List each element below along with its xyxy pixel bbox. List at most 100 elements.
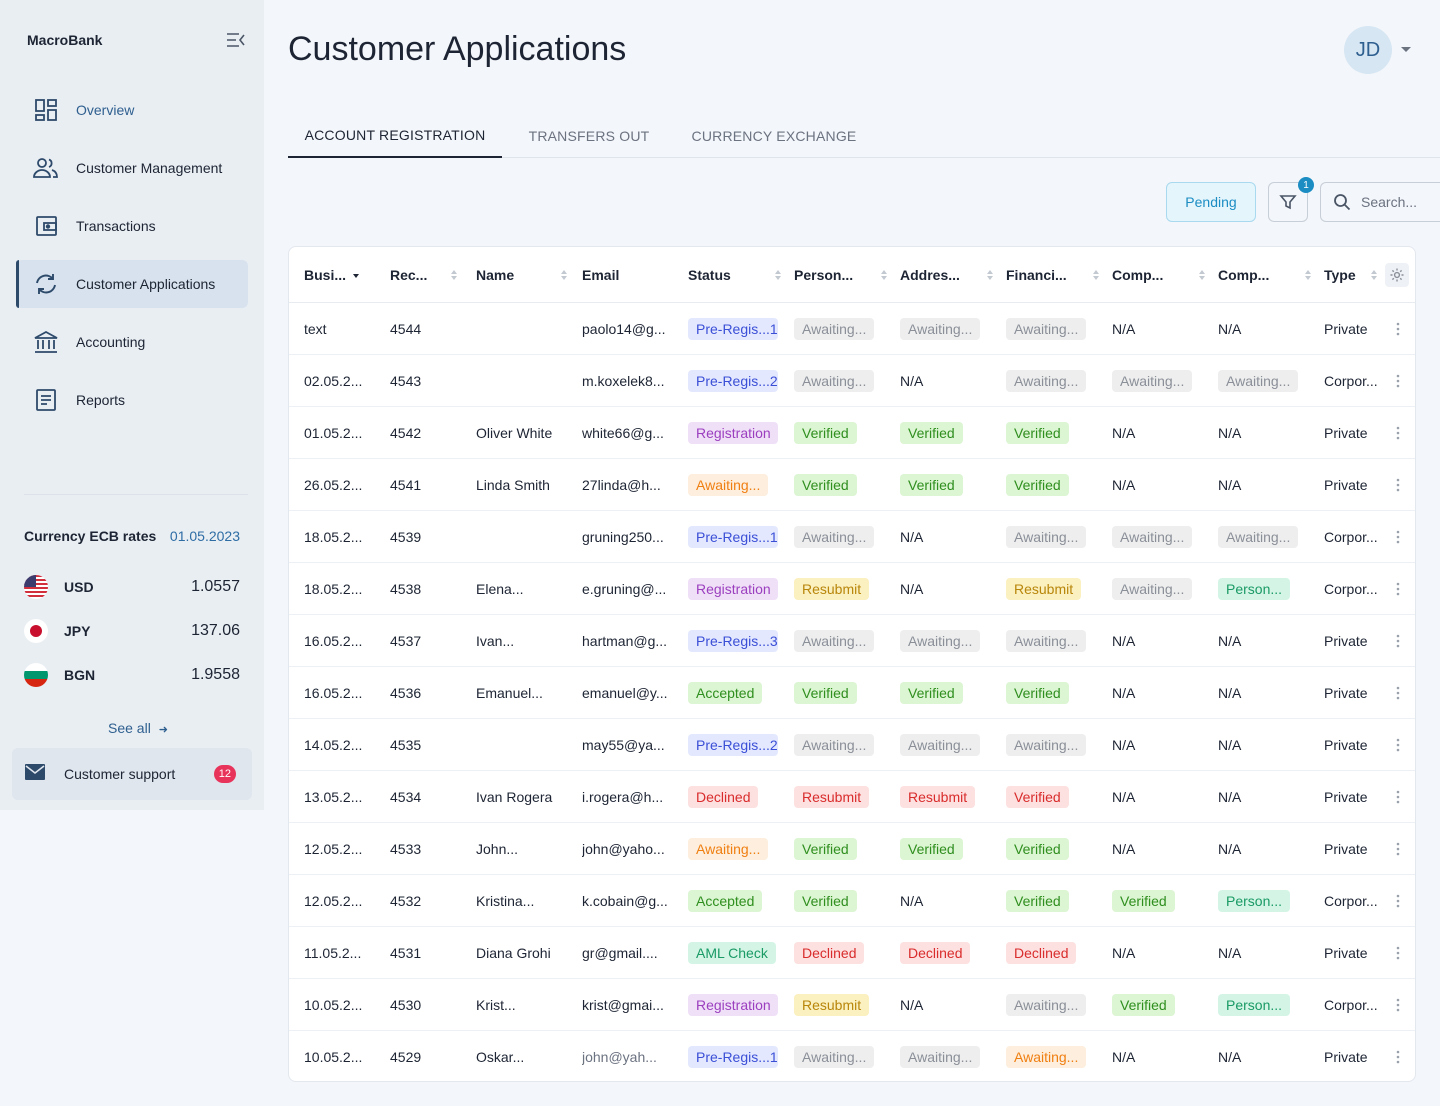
more-options-icon[interactable] — [1393, 529, 1403, 545]
cell-text: Ivan... — [476, 633, 515, 649]
table-row[interactable]: 10.05.2... 4530 Krist... krist@gmai... Regis… — [289, 979, 1415, 1031]
table-row[interactable]: 13.05.2... 4534 Ivan Rogera i.rogera@h... De… — [289, 771, 1415, 823]
sidebar-item-customer-management[interactable]: Customer Management — [16, 144, 248, 192]
sort-icon[interactable] — [880, 269, 888, 281]
cell-status: AML Check — [688, 927, 784, 979]
pending-filter-button[interactable]: Pending — [1166, 182, 1256, 222]
table-row[interactable]: 01.05.2... 4542 Oliver White white66@g... Re… — [289, 407, 1415, 459]
column-header-label: Comp... — [1112, 267, 1164, 283]
chevron-down-icon[interactable] — [1400, 46, 1412, 54]
sort-icon[interactable] — [1198, 269, 1206, 281]
more-options-icon[interactable] — [1393, 581, 1403, 597]
table-row[interactable]: 02.05.2... 4543 m.koxelek8... Pre-Regis...2… — [289, 355, 1415, 407]
table-row[interactable]: 16.05.2... 4536 Emanuel... emanuel@y... Acce… — [289, 667, 1415, 719]
search-input[interactable] — [1361, 194, 1440, 210]
cell-company-check-2: N/A — [1218, 407, 1314, 459]
cell-financial-check: Awaiting... — [1006, 355, 1102, 407]
column-header-financial-check[interactable]: Financi... — [1006, 247, 1102, 303]
more-options-icon[interactable] — [1393, 373, 1403, 389]
table-row[interactable]: 26.05.2... 4541 Linda Smith 27linda@h... Awa… — [289, 459, 1415, 511]
column-header-address-check[interactable]: Addres... — [900, 247, 996, 303]
more-options-icon[interactable] — [1393, 321, 1403, 337]
table-row[interactable]: text 4544 paolo14@g... Pre-Regis...1 Awaitin… — [289, 303, 1415, 355]
collapse-sidebar-icon[interactable] — [226, 31, 246, 49]
table-row[interactable]: 10.05.2... 4529 Oskar... john@yah... Pre-Reg… — [289, 1031, 1415, 1081]
more-options-icon[interactable] — [1393, 893, 1403, 909]
column-header-personal-check[interactable]: Person... — [794, 247, 890, 303]
table-row[interactable]: 14.05.2... 4535 may55@ya... Pre-Regis...2 Aw… — [289, 719, 1415, 771]
sidebar-item-transactions[interactable]: Transactions — [16, 202, 248, 250]
sort-desc-icon[interactable] — [352, 269, 360, 281]
cell-text: 4529 — [390, 1049, 422, 1065]
cell-company-check-1: N/A — [1112, 927, 1208, 979]
more-options-icon[interactable] — [1393, 997, 1403, 1013]
cell-text: 10.05.2... — [304, 997, 363, 1013]
more-options-icon[interactable] — [1393, 841, 1403, 857]
cell-company-check-2: N/A — [1218, 823, 1314, 875]
more-options-icon[interactable] — [1393, 1049, 1403, 1065]
cell-type: Private — [1324, 407, 1380, 459]
sort-icon[interactable] — [450, 269, 458, 281]
column-header-type[interactable]: Type — [1324, 247, 1380, 303]
cell-address-check: Verified — [900, 667, 996, 719]
table-row[interactable]: 16.05.2... 4537 Ivan... hartman@g... Pre-Reg… — [289, 615, 1415, 667]
cell-record-id: 4539 — [390, 511, 460, 563]
more-options-icon[interactable] — [1393, 789, 1403, 805]
column-header-record-id[interactable]: Rec... — [390, 247, 460, 303]
column-header-company-check-2[interactable]: Comp... — [1218, 247, 1314, 303]
table-row[interactable]: 18.05.2... 4538 Elena... e.gruning@... Regis… — [289, 563, 1415, 615]
customer-support-label: Customer support — [64, 766, 176, 782]
more-options-icon[interactable] — [1393, 477, 1403, 493]
sort-icon[interactable] — [774, 269, 782, 281]
customer-support-button[interactable]: Customer support 12 — [12, 748, 252, 800]
cell-name: Diana Grohi — [476, 927, 570, 979]
column-header-email[interactable]: Email — [582, 247, 674, 303]
table-row[interactable]: 12.05.2... 4533 John... john@yaho... Awaitin… — [289, 823, 1415, 875]
status-badge: Resubmit — [1006, 578, 1082, 600]
cell-text: N/A — [900, 373, 924, 389]
table-settings-button[interactable] — [1385, 263, 1409, 287]
table-row[interactable]: 18.05.2... 4539 gruning250... Pre-Regis...1… — [289, 511, 1415, 563]
status-badge: Pre-Regis...2 — [688, 734, 778, 756]
column-header-company-check-1[interactable]: Comp... — [1112, 247, 1208, 303]
more-options-icon[interactable] — [1393, 685, 1403, 701]
column-header-label: Busi... — [304, 267, 347, 283]
column-header-business-date[interactable]: Busi... — [304, 247, 374, 303]
cell-text: 10.05.2... — [304, 1049, 363, 1065]
cell-email: gruning250... — [582, 511, 674, 563]
cell-text: 4541 — [390, 477, 422, 493]
sort-icon[interactable] — [560, 269, 568, 281]
cell-status: Registration — [688, 407, 784, 459]
sidebar-item-reports[interactable]: Reports — [16, 376, 248, 424]
cell-type: Corpor... — [1324, 563, 1380, 615]
cell-text: N/A — [1112, 321, 1136, 337]
sidebar-item-accounting[interactable]: Accounting — [16, 318, 248, 366]
sidebar-item-customer-applications[interactable]: Customer Applications — [16, 260, 248, 308]
currency-rates-date: 01.05.2023 — [169, 528, 240, 544]
status-badge: Awaiting... — [1006, 370, 1087, 392]
sort-icon[interactable] — [986, 269, 994, 281]
tab-account-registration[interactable]: ACCOUNT REGISTRATION — [288, 114, 502, 158]
cell-type: Private — [1324, 303, 1380, 355]
avatar[interactable]: JD — [1344, 26, 1392, 74]
sidebar-item-overview[interactable]: Overview — [16, 86, 248, 134]
status-badge: Registration — [688, 994, 778, 1016]
column-header-label: Addres... — [900, 267, 960, 283]
sort-icon[interactable] — [1092, 269, 1100, 281]
sort-icon[interactable] — [1304, 269, 1312, 281]
tab-transfers-out[interactable]: TRANSFERS OUT — [528, 128, 650, 144]
more-options-icon[interactable] — [1393, 945, 1403, 961]
sort-icon[interactable] — [1370, 269, 1378, 281]
cell-text: 02.05.2... — [304, 373, 363, 389]
column-header-status[interactable]: Status — [688, 247, 784, 303]
cell-text: Corpor... — [1324, 581, 1378, 597]
table-row[interactable]: 11.05.2... 4531 Diana Grohi gr@gmail.... AML… — [289, 927, 1415, 979]
column-header-name[interactable]: Name — [476, 247, 570, 303]
table-row[interactable]: 12.05.2... 4532 Kristina... k.cobain@g... Ac… — [289, 875, 1415, 927]
more-options-icon[interactable] — [1393, 425, 1403, 441]
see-all-rates-link[interactable]: See all ➜ — [108, 720, 168, 736]
more-options-icon[interactable] — [1393, 737, 1403, 753]
more-options-icon[interactable] — [1393, 633, 1403, 649]
status-badge: Resubmit — [794, 994, 870, 1016]
tab-currency-exchange[interactable]: CURRENCY EXCHANGE — [691, 128, 857, 144]
